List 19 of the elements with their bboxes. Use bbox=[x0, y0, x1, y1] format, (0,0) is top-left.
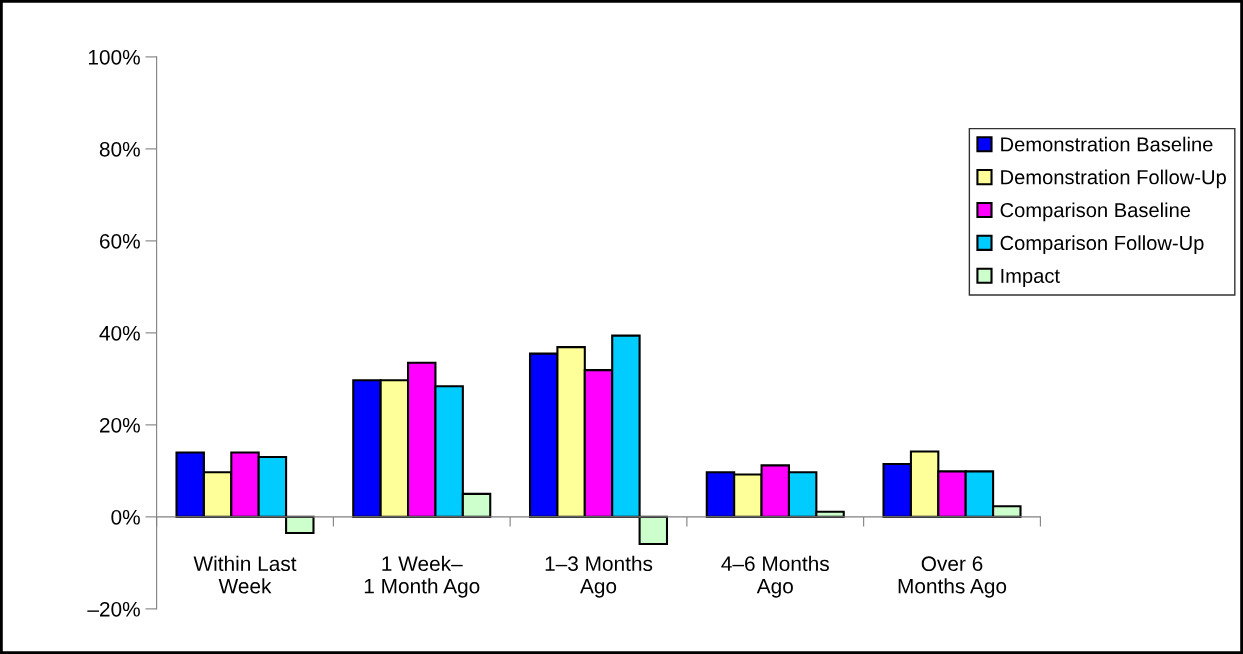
legend-label: Comparison Follow-Up bbox=[1000, 235, 1204, 255]
legend-label: Demonstration Baseline bbox=[1001, 136, 1213, 152]
y-tick-label: 60% bbox=[100, 233, 140, 249]
bar bbox=[638, 515, 669, 546]
legend-label: Demonstration Follow-Up bbox=[1001, 169, 1226, 189]
bar bbox=[285, 515, 315, 535]
x-tick-label: 1 Week– 1 Month Ago bbox=[364, 555, 480, 598]
y-tick-label: 80% bbox=[99, 141, 140, 157]
x-tick-label: Within Last Week bbox=[193, 555, 297, 594]
x-tick-label: 4–6 Months Ago bbox=[721, 555, 829, 598]
y-tick-label: –20% bbox=[87, 601, 140, 617]
x-tick-label: Over 6 Months Ago bbox=[898, 556, 1007, 598]
y-tick-label: 0% bbox=[111, 509, 140, 525]
legend-label: Comparison Baseline bbox=[1000, 202, 1191, 222]
y-tick-label: 40% bbox=[99, 325, 140, 341]
y-tick-label: 20% bbox=[100, 417, 140, 433]
legend-label: Impact bbox=[1001, 268, 1060, 287]
y-tick-label: 100% bbox=[88, 49, 140, 65]
x-tick-label: 1–3 Months Ago bbox=[545, 555, 653, 598]
